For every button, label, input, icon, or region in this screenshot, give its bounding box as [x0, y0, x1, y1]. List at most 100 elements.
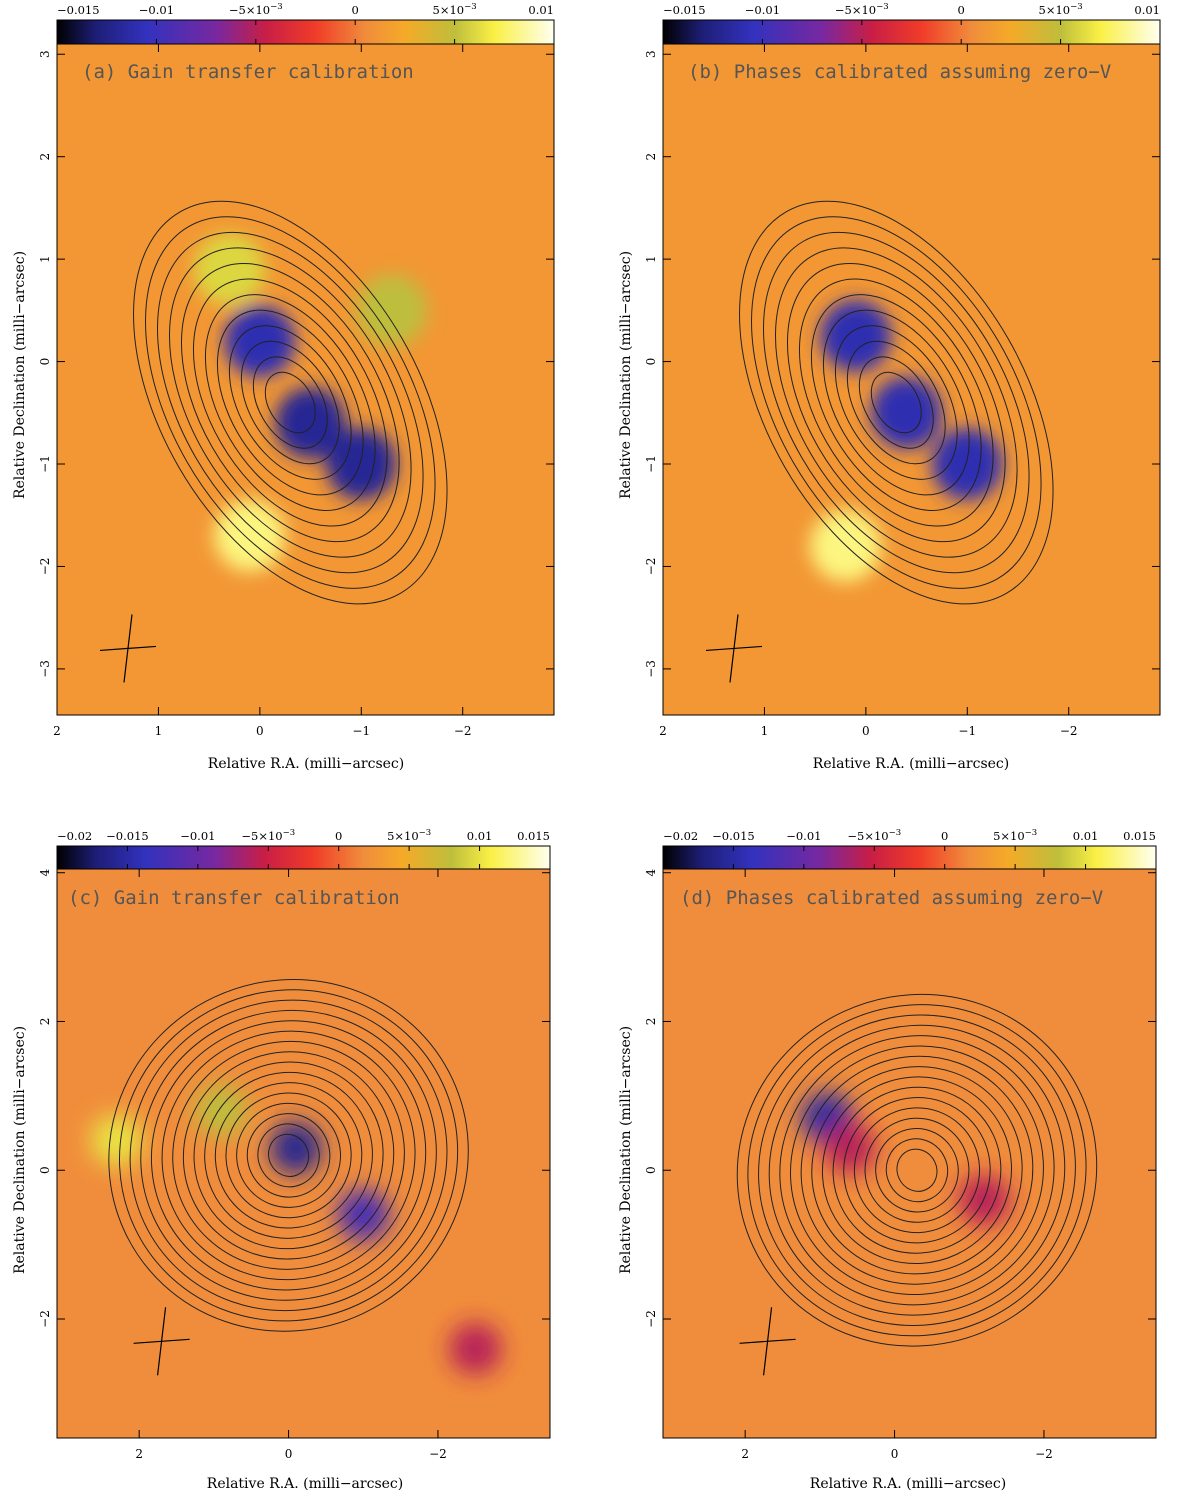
- intensity-feature: [275, 387, 347, 459]
- intensity-features: [801, 1092, 1011, 1227]
- colorbar-tick-label: 0.01: [467, 829, 493, 843]
- y-tick-label: −2: [644, 558, 658, 576]
- intensity-features: [810, 300, 1003, 582]
- x-tick-label: 2: [741, 1447, 749, 1461]
- contour-line: [870, 371, 922, 434]
- colorbar-gradient: [56, 19, 555, 45]
- contour-line: [786, 262, 1006, 543]
- contour-line: [204, 1071, 373, 1239]
- beam-cross-minor: [123, 614, 133, 683]
- y-tick-label: 0: [38, 358, 52, 366]
- image-map: 2 0 −2 4 2 0 −2: [38, 868, 551, 1461]
- colorbar-gradient: [662, 19, 1161, 45]
- contour-line: [747, 1004, 1087, 1337]
- contour-line: [118, 989, 459, 1322]
- colorbar-gradient: [56, 845, 551, 870]
- contour-line: [846, 340, 946, 465]
- y-tick-label: 0: [644, 1166, 658, 1174]
- intensity-feature: [325, 428, 397, 500]
- colorbar-exponent: −3: [270, 2, 283, 12]
- contour-line: [751, 216, 1042, 589]
- contour-line: [133, 200, 448, 605]
- colorbar-tick-label: 5×10−3: [387, 828, 431, 843]
- contour-lines: [133, 200, 448, 605]
- y-tick-label: 1: [38, 255, 52, 263]
- contour-line: [736, 993, 1098, 1347]
- colorbar-tick-label: 0: [958, 3, 965, 17]
- contour-line: [150, 1020, 427, 1291]
- contour-line: [763, 231, 1030, 574]
- colorbar-tick-label: −0.01: [745, 3, 780, 17]
- contour-lines: [108, 978, 469, 1332]
- x-tick-label: 0: [285, 1447, 293, 1461]
- contour-line: [758, 1014, 1076, 1326]
- colorbar-tick-label: 0.01: [1073, 829, 1099, 843]
- panel-a: −0.015 −0.01 −5×10−3 0 5×10−3 0.01 2 1 0 −1 −2 3 2 1…: [0, 0, 589, 780]
- beam-cross-minor: [762, 1307, 773, 1376]
- intensity-feature: [193, 233, 265, 306]
- plot-frame: [662, 868, 1157, 1439]
- contour-line: [768, 1024, 1066, 1316]
- raster-field: [57, 44, 554, 715]
- y-tick-label: 4: [644, 869, 658, 877]
- contour-line: [182, 1051, 395, 1260]
- y-tick-label: −3: [644, 660, 658, 678]
- colorbar-tick-label: −0.01: [139, 3, 174, 17]
- contour-line: [875, 1128, 959, 1213]
- contour-line: [885, 1138, 949, 1203]
- raster-background: [663, 869, 1156, 1438]
- contour-line: [172, 1040, 405, 1270]
- contour-line: [268, 1133, 310, 1177]
- contour-line: [228, 325, 352, 480]
- x-tick-label: 2: [135, 1447, 143, 1461]
- y-tick-label: −2: [644, 1310, 658, 1328]
- intensity-feature: [214, 499, 286, 572]
- colorbar-exponent: −3: [876, 2, 889, 12]
- x-axis-label: Relative R.A. (milli−arcsec): [207, 1476, 403, 1492]
- y-tick-label: 2: [644, 1018, 658, 1026]
- colorbar: −0.02 −0.015 −0.01 −5×10−3 0 5×10−3 0.01 0.015: [56, 828, 551, 870]
- x-tick-label: −1: [352, 724, 370, 738]
- x-tick-label: 0: [891, 1447, 899, 1461]
- colorbar-gradient: [662, 845, 1157, 870]
- contour-line: [204, 294, 376, 511]
- colorbar: −0.02 −0.015 −0.01 −5×10−3 0 5×10−3 0.01 0.015: [662, 828, 1157, 870]
- contour-line: [264, 371, 316, 434]
- contour-line: [108, 978, 469, 1332]
- colorbar-tick-label: 5×10−3: [993, 828, 1037, 843]
- colorbar-tick-label: 0.01: [1134, 3, 1160, 17]
- contour-line: [225, 1092, 352, 1219]
- contour-line: [821, 1076, 1012, 1265]
- intensity-feature: [823, 1121, 876, 1174]
- y-tick-label: 0: [644, 358, 658, 366]
- colorbar-tick-label: −5×10−3: [241, 828, 295, 843]
- panel-b-figure: −0.015 −0.01 −5×10−3 0 5×10−3 0.01 2 1 0 −1 −2 3 2 1…: [618, 2, 1161, 772]
- contour-line: [800, 1055, 1034, 1285]
- contour-line: [129, 999, 448, 1312]
- y-axis-label: Relative Declination (milli−arcsec): [618, 1026, 634, 1274]
- y-tick-label: 3: [38, 50, 52, 58]
- image-map: 2 1 0 −1 −2 3 2 1 0 −1 −2 −3: [644, 43, 1161, 738]
- contour-line: [811, 1066, 1023, 1275]
- contour-line: [798, 278, 994, 527]
- colorbar-tick-label: −0.02: [663, 829, 698, 843]
- colorbar-tick-label: −5×10−3: [229, 2, 283, 17]
- y-tick-label: 2: [644, 153, 658, 161]
- colorbar-tick-label: −0.02: [57, 829, 92, 843]
- colorbar: −0.015 −0.01 −5×10−3 0 5×10−3 0.01: [662, 2, 1161, 45]
- contour-line: [192, 278, 388, 527]
- colorbar-tick-label: 0.01: [528, 3, 554, 17]
- contour-line: [864, 1117, 970, 1223]
- colorbar-tick-label: −5×10−3: [847, 828, 901, 843]
- contour-line: [789, 1045, 1044, 1296]
- x-axis-label: Relative R.A. (milli−arcsec): [813, 756, 1009, 772]
- x-tick-label: 2: [53, 724, 61, 738]
- y-axis-label: Relative Declination (milli−arcsec): [12, 1026, 28, 1274]
- contour-line: [832, 1086, 1002, 1254]
- x-tick-label: −2: [1035, 1447, 1053, 1461]
- intensity-feature: [195, 1084, 248, 1137]
- contour-lines: [739, 200, 1054, 605]
- panel-d-figure: −0.02 −0.015 −0.01 −5×10−3 0 5×10−3 0.01 0.015 …: [618, 828, 1157, 1492]
- x-tick-label: 0: [862, 724, 870, 738]
- y-tick-label: −2: [38, 558, 52, 576]
